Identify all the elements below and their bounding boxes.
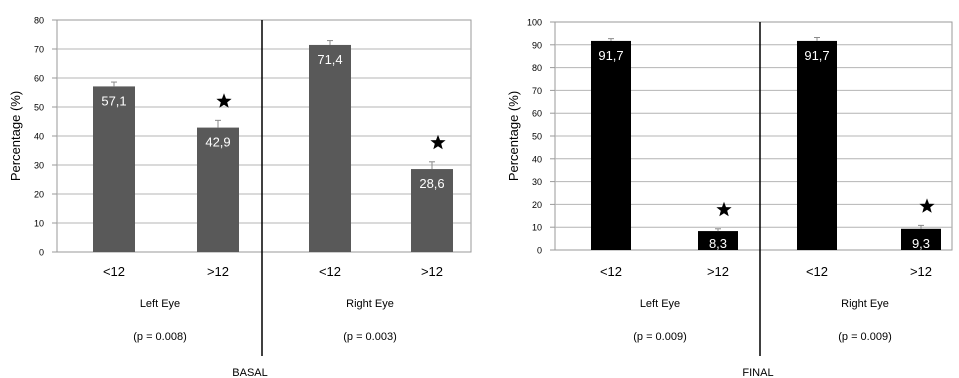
y-tick-label: 70 [532, 86, 542, 96]
data-label: 42,9 [205, 135, 230, 150]
bar [797, 40, 837, 251]
bar [411, 169, 453, 252]
bar [698, 231, 738, 250]
y-tick-label: 30 [532, 177, 542, 187]
group-label: Left Eye [140, 298, 180, 310]
significance-star-icon [216, 93, 232, 108]
chart-caption: FINAL [742, 367, 773, 378]
y-tick-label: 10 [532, 223, 542, 233]
y-tick-label: 40 [532, 154, 542, 164]
y-tick-label: 0 [39, 248, 44, 258]
data-label: 71,4 [317, 52, 342, 67]
p-value-label: (p = 0.008) [133, 331, 187, 343]
y-tick-label: 50 [34, 103, 44, 113]
y-tick-label: 90 [532, 40, 542, 50]
x-tick-label: >12 [707, 264, 729, 279]
y-tick-label: 80 [34, 16, 44, 26]
x-tick-label: >12 [910, 264, 932, 279]
x-tick-label: <12 [806, 264, 828, 279]
bar [197, 127, 239, 252]
y-tick-label: 100 [527, 18, 542, 28]
y-tick-label: 80 [532, 63, 542, 73]
bar [591, 40, 631, 251]
significance-star-icon [430, 134, 446, 150]
y-tick-label: 30 [34, 161, 44, 171]
y-tick-label: 20 [34, 190, 44, 200]
y-tick-label: 50 [532, 132, 542, 142]
significance-star-icon [919, 198, 935, 213]
group-label: Right Eye [346, 298, 394, 310]
data-label: 9,3 [912, 236, 930, 251]
chart-caption: BASAL [232, 367, 267, 378]
p-value-label: (p = 0.009) [633, 331, 687, 343]
x-tick-label: <12 [600, 264, 622, 279]
bar [93, 86, 135, 252]
x-tick-label: <12 [319, 264, 341, 279]
y-tick-label: 60 [34, 74, 44, 84]
y-axis-label: Percentage (%) [506, 91, 521, 181]
y-tick-label: 60 [532, 109, 542, 119]
p-value-label: (p = 0.003) [343, 331, 397, 343]
data-label: 91,7 [804, 48, 829, 63]
data-label: 91,7 [598, 48, 623, 63]
significance-star-icon [716, 201, 732, 217]
x-tick-label: <12 [103, 264, 125, 279]
data-label: 8,3 [709, 236, 727, 251]
bar [309, 44, 351, 252]
data-label: 28,6 [419, 176, 444, 191]
y-tick-label: 40 [34, 132, 44, 142]
y-tick-label: 70 [34, 45, 44, 55]
y-tick-label: 0 [537, 246, 542, 256]
y-axis-label: Percentage (%) [8, 91, 23, 181]
group-label: Left Eye [640, 298, 680, 310]
y-tick-label: 20 [532, 200, 542, 210]
x-tick-label: >12 [207, 264, 229, 279]
x-tick-label: >12 [421, 264, 443, 279]
group-label: Right Eye [841, 298, 889, 310]
p-value-label: (p = 0.009) [838, 331, 892, 343]
data-label: 57,1 [101, 93, 126, 108]
y-tick-label: 10 [34, 219, 44, 229]
bar [901, 228, 941, 250]
